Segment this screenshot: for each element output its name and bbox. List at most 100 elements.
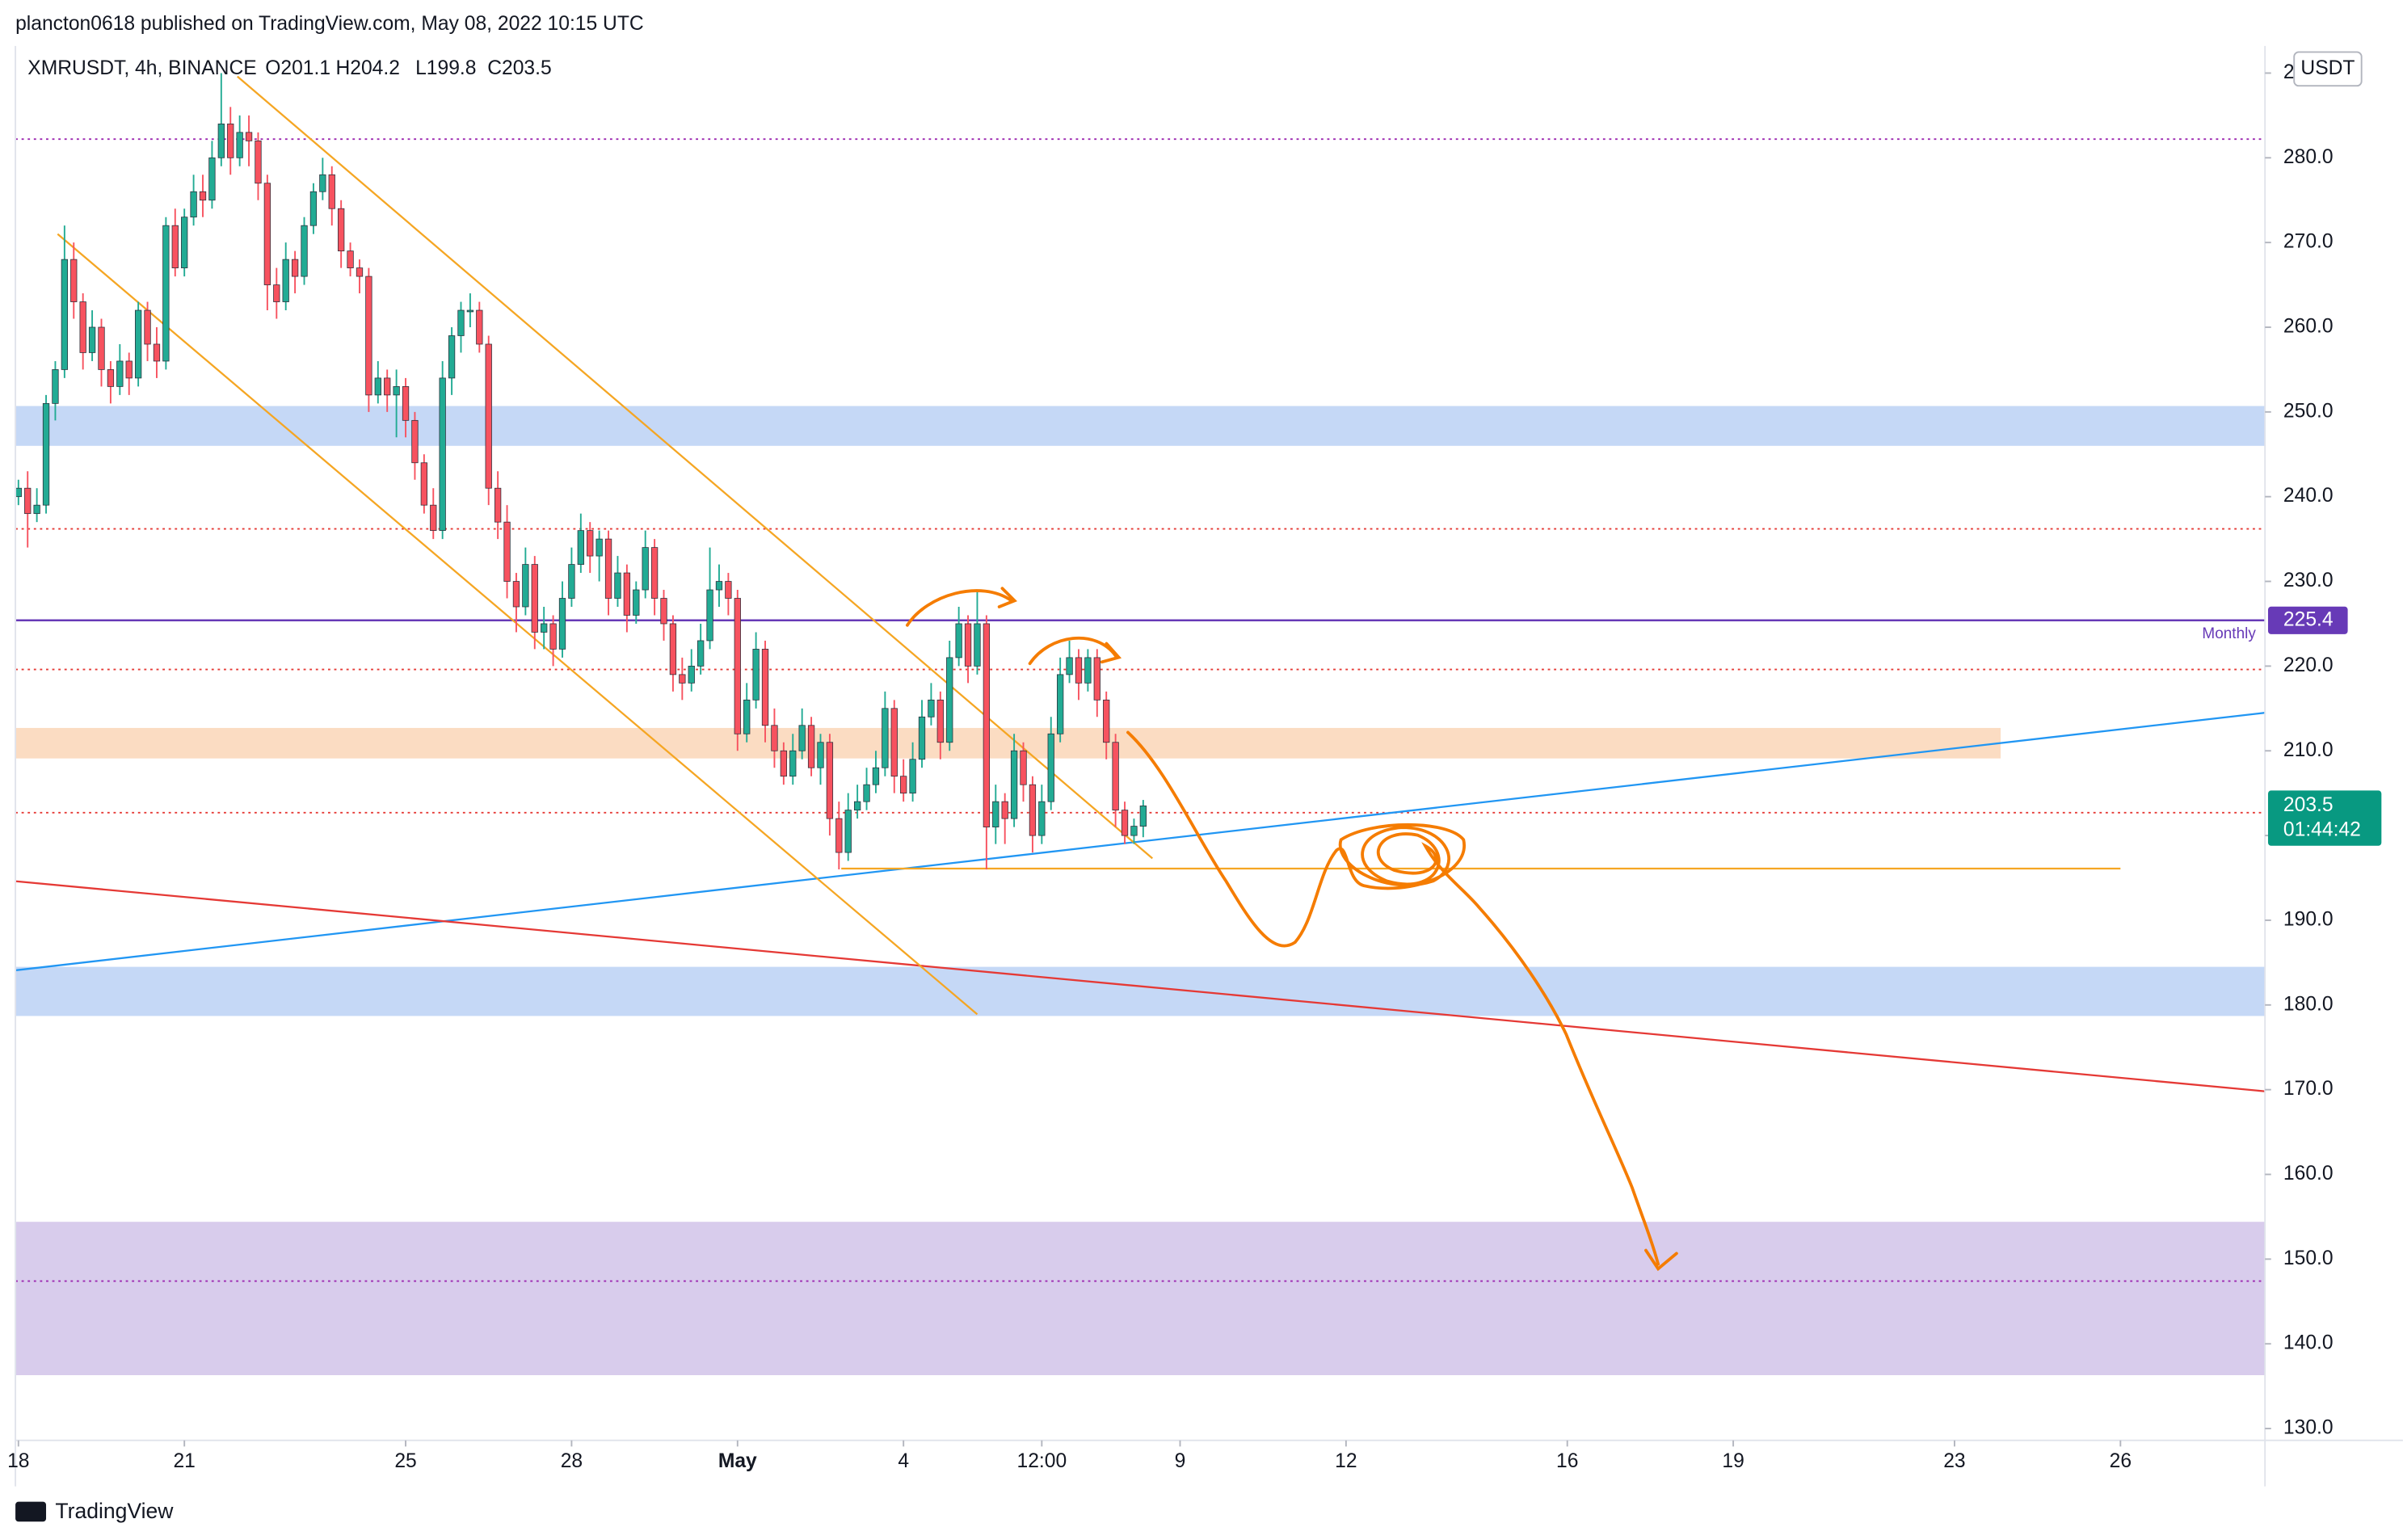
currency-box	[2293, 51, 2363, 87]
candle-body	[208, 157, 216, 201]
x-tick-label: May	[718, 1450, 757, 1472]
last-price-box	[2267, 790, 2382, 846]
candle-body	[743, 699, 751, 734]
arc-arrow	[1028, 636, 1117, 666]
arrow-head	[1644, 1248, 1678, 1272]
candle-body	[1130, 826, 1138, 836]
candle-body	[457, 309, 465, 336]
candle-body	[844, 810, 852, 853]
candle-body	[706, 589, 713, 642]
candle-body	[531, 564, 538, 633]
candle-body	[1093, 657, 1100, 701]
candle-body	[88, 326, 96, 353]
candle-body	[1103, 699, 1110, 743]
candle-body	[282, 259, 289, 302]
candle-body	[503, 521, 511, 582]
candle-body	[577, 530, 584, 565]
candle-body	[79, 301, 86, 353]
plot-area: Monthly	[15, 75, 2266, 1375]
candle-body	[946, 657, 953, 743]
y-tick-label: 160.0	[2283, 1163, 2334, 1184]
candle-body	[512, 581, 520, 608]
candle-body	[955, 623, 962, 658]
candle-body	[697, 640, 705, 667]
candle-body	[798, 725, 806, 751]
candle-body	[420, 462, 427, 506]
candle-body	[476, 309, 483, 345]
candle-body	[771, 725, 778, 751]
candle-body	[992, 801, 999, 827]
x-tick-label: 23	[1943, 1450, 1965, 1472]
arrow-head	[997, 587, 1017, 608]
candle-body	[595, 538, 603, 557]
candle-body	[761, 649, 769, 726]
y-tick-label: 210.0	[2283, 739, 2334, 761]
candle-body	[1057, 674, 1064, 734]
y-tick-label: 280.0	[2283, 146, 2334, 168]
candle-body	[669, 623, 677, 675]
y-tick-label: 260.0	[2283, 316, 2334, 338]
candle-body	[983, 623, 991, 827]
candle-body	[347, 250, 354, 268]
y-tick-label: 150.0	[2283, 1248, 2334, 1269]
trendline	[15, 880, 2266, 1092]
candle-body	[365, 276, 372, 396]
candle-body	[1010, 750, 1018, 819]
candle-body	[309, 191, 318, 226]
candle-body	[1029, 784, 1037, 836]
candle-body	[1139, 806, 1147, 827]
countdown: 01:44:42	[2283, 818, 2361, 840]
candle-body	[356, 267, 364, 277]
candle-body	[319, 174, 326, 192]
y-tick-label: 140.0	[2283, 1332, 2334, 1354]
candle-body	[1075, 657, 1083, 684]
candle-body	[430, 504, 437, 532]
candle-body	[752, 649, 760, 701]
x-tick-label: 25	[394, 1450, 416, 1472]
candle-body	[144, 309, 151, 345]
candle-body	[835, 818, 843, 853]
candle-body	[402, 386, 410, 421]
logo	[15, 1501, 47, 1522]
y-tick-label: 190.0	[2283, 908, 2334, 930]
candle-body	[826, 742, 834, 819]
candle-body	[61, 259, 68, 370]
candle-body	[33, 504, 40, 515]
candle-body	[171, 225, 179, 268]
candle-body	[715, 581, 723, 591]
candle-body	[660, 598, 667, 625]
y-tick-label: 170.0	[2283, 1078, 2334, 1100]
candle-body	[688, 666, 695, 684]
candle-body	[679, 674, 686, 684]
candle-body	[1112, 742, 1119, 811]
candle-body	[338, 208, 345, 252]
candle-body	[974, 623, 981, 667]
candle-body	[190, 191, 197, 218]
candle-body	[485, 343, 492, 489]
symbol: XMRUSDT, 4h, BINANCE	[27, 57, 256, 79]
zone	[15, 406, 2266, 446]
candle-body	[301, 225, 308, 277]
candle-body	[245, 132, 253, 141]
candle-body	[439, 377, 446, 532]
candle-body	[568, 564, 575, 599]
legend: XMRUSDT, 4h, BINANCE O201.1 H204.2 L199.…	[27, 57, 551, 79]
marks	[15, 73, 1147, 870]
candle-body	[549, 623, 557, 650]
x-tick-label: 21	[173, 1450, 195, 1472]
candle-body	[558, 598, 566, 650]
candle-body	[153, 343, 161, 362]
arc-arrow	[905, 589, 1013, 627]
x-tick-label: 18	[7, 1450, 29, 1472]
candle-body	[909, 759, 916, 794]
candle-body	[928, 699, 935, 717]
candle-body	[263, 183, 271, 285]
monthly-price-box	[2267, 606, 2348, 634]
candle-body	[227, 123, 234, 158]
candle-body	[52, 369, 59, 404]
candle-body	[780, 750, 787, 777]
candle-body	[817, 742, 824, 768]
ohlc-close: C203.5	[487, 57, 551, 79]
candle-body	[448, 335, 456, 379]
